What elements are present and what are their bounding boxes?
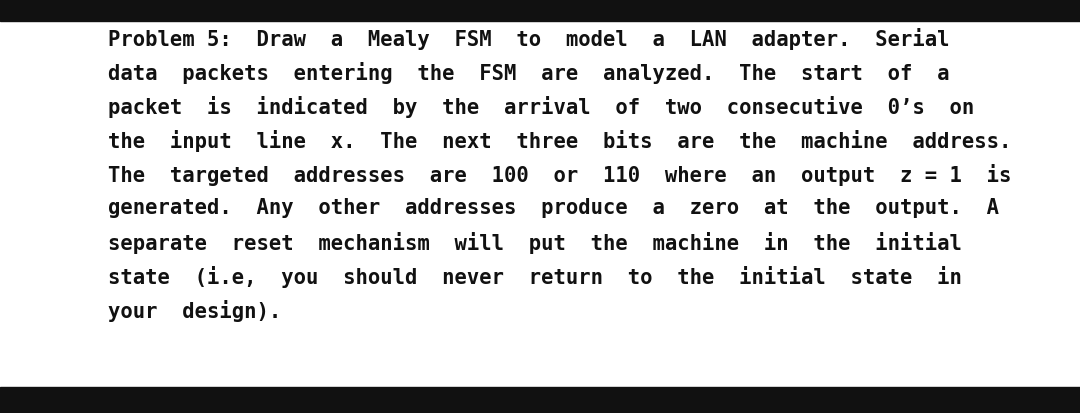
Text: The  targeted  addresses  are  100  or  110  where  an  output  z = 1  is: The targeted addresses are 100 or 110 wh… xyxy=(108,164,1011,185)
Text: generated.  Any  other  addresses  produce  a  zero  at  the  output.  A: generated. Any other addresses produce a… xyxy=(108,197,999,218)
Text: state  (i.e,  you  should  never  return  to  the  initial  state  in: state (i.e, you should never return to t… xyxy=(108,266,962,287)
Text: the  input  line  x.  The  next  three  bits  are  the  machine  address.: the input line x. The next three bits ar… xyxy=(108,130,1011,152)
Text: separate  reset  mechanism  will  put  the  machine  in  the  initial: separate reset mechanism will put the ma… xyxy=(108,231,962,254)
Bar xyxy=(0,0,1080,22)
Bar xyxy=(0,387,1080,413)
Text: Problem 5:  Draw  a  Mealy  FSM  to  model  a  LAN  adapter.  Serial: Problem 5: Draw a Mealy FSM to model a L… xyxy=(108,28,949,50)
Text: packet  is  indicated  by  the  arrival  of  two  consecutive  0’s  on: packet is indicated by the arrival of tw… xyxy=(108,96,974,118)
Text: data  packets  entering  the  FSM  are  analyzed.  The  start  of  a: data packets entering the FSM are analyz… xyxy=(108,62,949,84)
Text: your  design).: your design). xyxy=(108,299,281,321)
